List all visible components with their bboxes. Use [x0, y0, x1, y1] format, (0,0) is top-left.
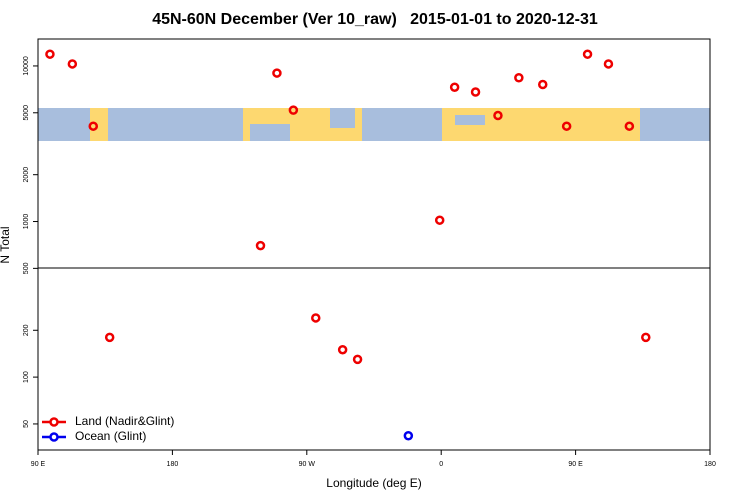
point: [272, 68, 282, 78]
point: [514, 72, 524, 83]
x-tick-label: 90 E: [31, 461, 46, 468]
point: [449, 82, 460, 92]
point: [434, 215, 445, 225]
point: [641, 332, 651, 343]
point: [288, 105, 299, 115]
x-tick-label: 90 W: [299, 461, 316, 468]
point: [104, 332, 115, 343]
legend-marker: [49, 417, 59, 427]
y-tick-label: 200: [23, 324, 30, 336]
x-tick-label: 180: [167, 461, 179, 468]
point: [582, 49, 593, 59]
legend-label: Land (Nadir&Glint): [75, 414, 174, 428]
point: [311, 313, 321, 323]
y-tick-label: 10000: [23, 56, 30, 76]
x-tick-label: 0: [439, 461, 443, 468]
legend-marker: [49, 432, 59, 442]
y-tick-label: 5000: [23, 105, 30, 121]
point: [624, 121, 635, 131]
x-axis-label: Longitude (deg E): [326, 476, 421, 490]
point: [255, 240, 266, 251]
y-tick-label: 500: [23, 262, 30, 274]
chart-title: 45N-60N December (Ver 10_raw) 2015-01-01…: [152, 11, 598, 28]
x-tick-label: 180: [704, 461, 716, 468]
point: [470, 87, 481, 97]
point: [337, 344, 348, 355]
point: [537, 79, 548, 90]
plot-frame: [37, 38, 711, 451]
y-tick-label: 50: [23, 420, 30, 428]
point: [561, 121, 572, 131]
y-tick-label: 2000: [23, 167, 30, 183]
map-strip: [38, 108, 710, 141]
point: [67, 59, 78, 69]
x-tick-label: 90 E: [568, 461, 583, 468]
y-axis-label: N Total: [0, 226, 12, 263]
point: [88, 121, 99, 131]
point: [603, 59, 614, 69]
point: [45, 49, 55, 59]
point: [493, 110, 503, 121]
y-tick-label: 100: [23, 371, 30, 383]
point: [403, 430, 414, 441]
legend-label: Ocean (Glint): [75, 429, 146, 443]
y-tick-label: 1000: [23, 214, 30, 230]
point: [352, 354, 363, 365]
